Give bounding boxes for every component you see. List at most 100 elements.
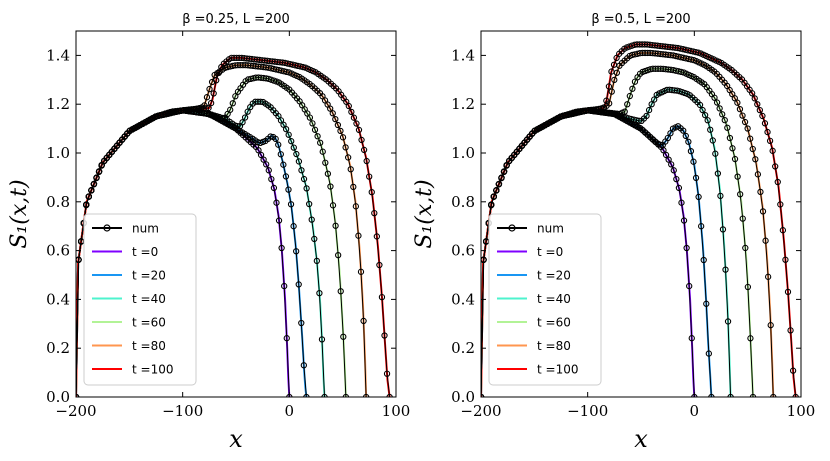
- num-marker: [371, 209, 378, 217]
- num-marker: [300, 362, 307, 369]
- num-marker: [692, 174, 700, 182]
- num-marker: [739, 112, 746, 119]
- num-marker: [244, 108, 251, 115]
- num-marker: [290, 223, 297, 230]
- num-marker: [690, 158, 697, 165]
- num-marker: [355, 232, 362, 239]
- num-marker: [675, 184, 683, 192]
- num-marker: [383, 370, 391, 377]
- y-tick-label: 0.4: [451, 290, 475, 308]
- panel-1: −200 −100 0 100 0.0 0.2 0.4 0.6 0.8 1.0 1.2 1.4 β =0…: [7, 12, 410, 453]
- num-marker: [703, 300, 710, 307]
- num-marker: [332, 222, 339, 229]
- num-marker: [711, 94, 718, 101]
- num-marker: [739, 215, 746, 222]
- num-marker: [699, 106, 706, 114]
- num-marker: [335, 251, 342, 259]
- num-marker: [493, 187, 500, 194]
- num-marker: [643, 112, 650, 120]
- num-marker: [673, 175, 680, 183]
- x-axis-label: x: [229, 425, 243, 453]
- legend-box: [83, 213, 197, 386]
- num-marker: [680, 127, 687, 134]
- num-marker: [670, 167, 677, 174]
- num-marker: [298, 167, 305, 174]
- num-marker: [664, 134, 672, 142]
- num-marker: [678, 199, 685, 206]
- num-marker: [759, 208, 767, 215]
- y-tick-label: 0.6: [46, 242, 70, 260]
- num-marker: [202, 105, 210, 112]
- num-marker: [687, 147, 695, 155]
- num-marker: [714, 170, 722, 177]
- num-marker: [311, 235, 318, 243]
- num-marker: [239, 119, 246, 126]
- legend-label: t =80: [537, 339, 571, 353]
- num-marker: [306, 114, 314, 121]
- num-marker: [704, 117, 711, 124]
- num-marker: [752, 156, 759, 163]
- num-marker: [665, 156, 672, 163]
- chart-title: β =0.25, L =200: [182, 12, 290, 27]
- num-marker: [342, 144, 349, 151]
- num-marker: [726, 134, 734, 142]
- num-marker: [707, 126, 714, 133]
- num-marker: [350, 183, 357, 191]
- axes-frame: [480, 30, 802, 398]
- num-marker: [281, 282, 288, 290]
- num-marker: [376, 261, 383, 269]
- num-marker: [83, 201, 90, 209]
- num-marker: [779, 227, 787, 234]
- num-marker: [683, 244, 690, 252]
- num-marker: [769, 147, 776, 154]
- num-marker: [762, 237, 769, 244]
- num-marker: [680, 217, 688, 224]
- num-marker: [337, 288, 344, 295]
- x-tick-label: 0: [285, 402, 295, 420]
- num-marker: [789, 367, 797, 374]
- num-marker: [280, 161, 287, 168]
- num-marker: [724, 318, 732, 325]
- num-marker: [605, 83, 613, 90]
- num-marker: [293, 150, 300, 158]
- num-marker: [611, 76, 618, 84]
- num-marker: [317, 139, 324, 146]
- num-marker: [213, 77, 220, 84]
- num-marker: [295, 158, 303, 165]
- num-marker: [747, 135, 754, 142]
- legend-label: t =60: [132, 316, 166, 330]
- num-marker: [685, 138, 692, 145]
- y-tick-label: 1.0: [46, 144, 70, 162]
- legend-label: t =80: [132, 339, 166, 353]
- num-marker: [603, 97, 610, 104]
- y-tick-label: 1.4: [46, 46, 70, 64]
- x-tick-label: −200: [460, 402, 501, 420]
- num-marker: [688, 335, 695, 342]
- num-marker: [490, 193, 497, 200]
- legend-label: t =0: [132, 245, 158, 259]
- num-marker: [366, 173, 373, 180]
- num-marker: [275, 217, 283, 224]
- num-marker: [719, 226, 727, 233]
- x-axis-label: x: [634, 425, 648, 453]
- num-marker: [754, 101, 761, 108]
- num-marker: [350, 114, 358, 121]
- num-marker: [205, 104, 212, 112]
- num-marker: [306, 200, 313, 208]
- legend-label: t =60: [537, 316, 571, 330]
- num-marker: [308, 216, 315, 223]
- num-marker: [713, 99, 721, 106]
- y-tick-label: 1.4: [451, 46, 475, 64]
- legend-marker: [103, 224, 111, 232]
- num-marker: [316, 290, 323, 297]
- x-tick-label: −200: [55, 402, 96, 420]
- num-marker: [363, 157, 370, 165]
- num-marker: [731, 155, 739, 163]
- num-marker: [219, 115, 226, 122]
- num-marker: [629, 85, 636, 92]
- num-marker: [722, 266, 729, 273]
- num-marker: [719, 111, 726, 118]
- num-marker: [257, 98, 264, 105]
- num-marker: [721, 117, 728, 124]
